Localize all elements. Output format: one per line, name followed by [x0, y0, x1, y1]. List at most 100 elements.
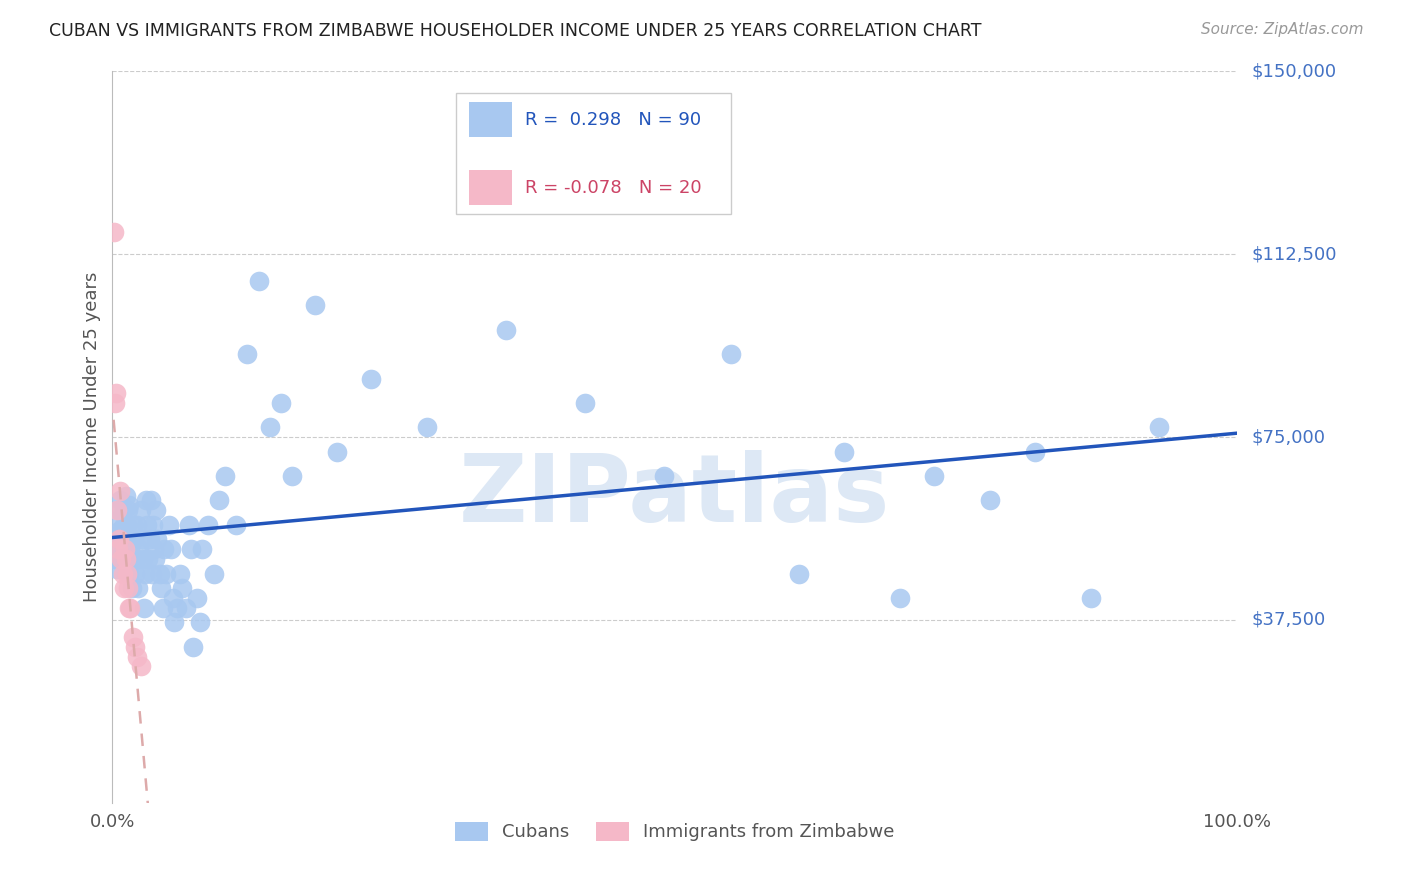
Point	[124, 640, 146, 654]
Point	[326, 444, 349, 458]
Point	[157, 517, 180, 532]
Point	[143, 542, 166, 557]
Point	[114, 542, 136, 557]
Text: $37,500: $37,500	[1251, 611, 1326, 629]
Bar	[470, 102, 512, 137]
Point	[214, 469, 236, 483]
Point	[1024, 444, 1046, 458]
Point	[110, 483, 132, 498]
Point	[107, 527, 129, 541]
Point	[121, 630, 143, 644]
Point	[174, 600, 197, 615]
Point	[122, 533, 145, 547]
Point	[110, 523, 132, 537]
Point	[128, 542, 150, 557]
Point	[304, 298, 326, 312]
Point	[104, 552, 127, 566]
Point	[107, 542, 129, 557]
Point	[1080, 591, 1102, 605]
Point	[153, 542, 176, 557]
Point	[110, 552, 132, 566]
Point	[118, 499, 141, 513]
Text: R =  0.298   N = 90: R = 0.298 N = 90	[526, 111, 702, 128]
Point	[202, 566, 225, 581]
Point	[160, 542, 183, 557]
Point	[188, 615, 211, 630]
Point	[127, 649, 149, 664]
Point	[115, 517, 138, 532]
Text: $150,000: $150,000	[1251, 62, 1336, 80]
Point	[105, 562, 128, 576]
Point	[127, 517, 149, 532]
Text: $75,000: $75,000	[1251, 428, 1326, 446]
Point	[135, 493, 157, 508]
Point	[112, 581, 135, 595]
Point	[145, 503, 167, 517]
Point	[121, 517, 143, 532]
Point	[281, 469, 304, 483]
Point	[922, 469, 945, 483]
Point	[236, 347, 259, 361]
Point	[186, 591, 208, 605]
Point	[142, 517, 165, 532]
Point	[104, 396, 127, 410]
Point	[180, 542, 202, 557]
Point	[152, 600, 174, 615]
Point	[574, 396, 596, 410]
Point	[138, 533, 160, 547]
Point	[143, 552, 166, 566]
Point	[124, 566, 146, 581]
Point	[110, 493, 132, 508]
Point	[104, 542, 127, 557]
Point	[111, 566, 134, 581]
Point	[125, 552, 148, 566]
Point	[172, 581, 194, 595]
Point	[132, 600, 155, 615]
Text: CUBAN VS IMMIGRANTS FROM ZIMBABWE HOUSEHOLDER INCOME UNDER 25 YEARS CORRELATION : CUBAN VS IMMIGRANTS FROM ZIMBABWE HOUSEH…	[49, 22, 981, 40]
Point	[259, 420, 281, 434]
Point	[141, 566, 163, 581]
Point	[652, 469, 675, 483]
Point	[114, 542, 136, 557]
Point	[108, 533, 131, 547]
Point	[117, 581, 139, 595]
Point	[495, 323, 517, 337]
Point	[134, 566, 156, 581]
Legend: Cubans, Immigrants from Zimbabwe: Cubans, Immigrants from Zimbabwe	[449, 814, 901, 848]
Point	[111, 533, 134, 547]
Point	[138, 552, 160, 566]
Point	[120, 600, 142, 615]
Point	[360, 371, 382, 385]
Point	[117, 503, 139, 517]
Point	[162, 591, 184, 605]
Point	[225, 517, 247, 532]
Point	[169, 566, 191, 581]
Y-axis label: Householder Income Under 25 years: Householder Income Under 25 years	[83, 272, 101, 602]
Point	[149, 566, 172, 581]
Point	[115, 489, 138, 503]
Text: R = -0.078   N = 20: R = -0.078 N = 20	[526, 178, 702, 196]
Point	[270, 396, 292, 410]
Bar	[470, 170, 512, 205]
Point	[110, 552, 132, 566]
Point	[832, 444, 855, 458]
Point	[115, 552, 138, 566]
Point	[197, 517, 219, 532]
Point	[208, 493, 231, 508]
Point	[191, 542, 214, 557]
Point	[115, 566, 138, 581]
Point	[177, 517, 200, 532]
Point	[118, 600, 141, 615]
Point	[121, 552, 143, 566]
Point	[108, 503, 131, 517]
Point	[121, 581, 143, 595]
Point	[166, 600, 188, 615]
Point	[127, 581, 149, 595]
Point	[416, 420, 439, 434]
Point	[112, 517, 135, 532]
Point	[103, 225, 125, 239]
Point	[787, 566, 810, 581]
Point	[163, 615, 186, 630]
Point	[139, 493, 162, 508]
Point	[979, 493, 1001, 508]
